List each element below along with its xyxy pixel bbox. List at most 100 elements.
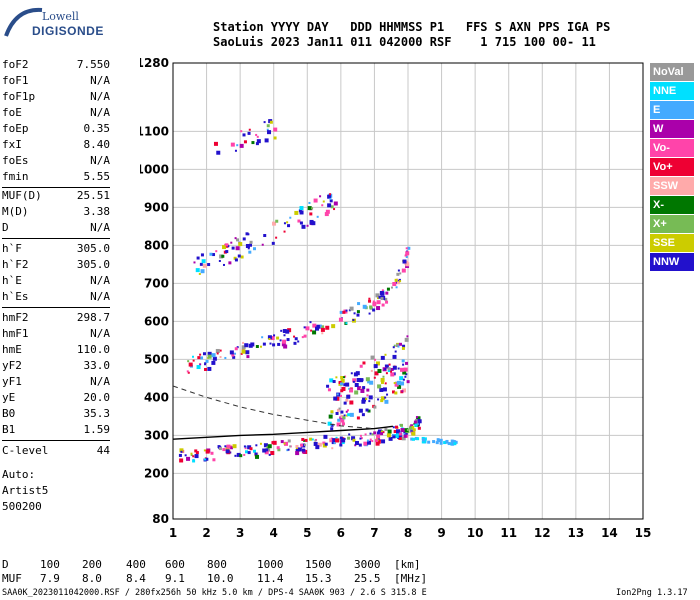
echo-point [232, 355, 236, 359]
param-name: h`Es [2, 290, 29, 303]
echo-point [369, 432, 372, 435]
echo-point [270, 451, 275, 456]
param-separator [2, 238, 110, 239]
echo-point [304, 443, 307, 446]
echo-point [333, 201, 338, 206]
echo-point [345, 410, 348, 413]
echo-point [242, 237, 246, 241]
echo-point [354, 441, 359, 446]
echo-point [398, 432, 402, 436]
echo-point [260, 345, 263, 348]
param-value: N/A [90, 106, 110, 119]
muf-distance-value: 200 [82, 558, 102, 571]
echo-point [401, 346, 405, 350]
y-tick-label: 1000 [140, 162, 169, 176]
echo-point [338, 317, 343, 322]
echo-point [273, 334, 276, 337]
echo-point [346, 409, 349, 412]
echo-point [439, 438, 443, 442]
echo-point [368, 395, 373, 400]
echo-point [250, 342, 255, 347]
muf-distance-unit: [km] [394, 558, 421, 571]
echo-point [294, 337, 298, 341]
param-name: foEs [2, 154, 29, 167]
echo-point [408, 426, 412, 430]
echo-point [261, 336, 264, 339]
echo-point [329, 199, 333, 203]
echo-point [190, 452, 193, 455]
param-row-foe: foE N/A [2, 106, 110, 121]
echo-point [380, 297, 384, 301]
echo-point [309, 321, 312, 324]
y-tick-label: 600 [144, 314, 169, 328]
echo-point [392, 346, 395, 349]
echo-point [360, 378, 364, 382]
echo-point [247, 451, 251, 455]
echo-point [327, 194, 332, 199]
echo-point [379, 290, 384, 295]
echo-point [355, 371, 360, 376]
echo-point [384, 427, 388, 431]
param-name: M(D) [2, 205, 29, 218]
legend-item-nnw: NNW [650, 253, 694, 271]
echo-point [394, 278, 398, 282]
param-name: fxI [2, 138, 22, 151]
param-value: N/A [90, 90, 110, 103]
y-tick-label: 700 [144, 276, 169, 290]
muf-frequency-value: 10.0 [207, 572, 234, 585]
echo-point [300, 443, 304, 447]
echo-point [335, 411, 339, 415]
echo-point [353, 312, 356, 315]
echo-point [265, 448, 269, 452]
echo-point [366, 394, 369, 397]
echo-point [215, 250, 218, 253]
muf-distance-value: 800 [207, 558, 227, 571]
echo-point [403, 432, 406, 435]
echo-point [295, 444, 299, 448]
echo-point [314, 439, 317, 442]
x-tick-label: 6 [337, 526, 345, 540]
echo-point [255, 133, 258, 136]
echo-point [394, 391, 398, 395]
echo-point [379, 387, 384, 392]
footer-version: Ion2Png 1.3.17 [616, 588, 688, 598]
echo-point [330, 410, 334, 414]
echo-point [226, 444, 231, 449]
echo-point [199, 262, 203, 266]
echo-point [390, 372, 395, 377]
echo-point [381, 289, 384, 292]
echo-point [202, 352, 206, 356]
param-value: 7.550 [76, 58, 110, 71]
echo-point [402, 378, 405, 381]
echo-point [345, 322, 348, 325]
echo-point [395, 286, 398, 289]
echo-point [261, 243, 264, 246]
echo-point [345, 382, 350, 387]
echo-point [330, 423, 334, 427]
echo-point [236, 144, 239, 147]
echo-point [297, 340, 300, 343]
echo-point [340, 375, 344, 379]
echo-point [227, 245, 230, 248]
echo-point [252, 449, 256, 453]
dashed-profile-curve [172, 385, 375, 430]
echo-point [358, 443, 362, 447]
x-tick-label: 14 [601, 526, 618, 540]
echo-point [380, 430, 383, 433]
echo-point [186, 370, 189, 373]
echo-point [277, 342, 281, 346]
muf-label: MUF [2, 572, 22, 585]
echo-point [387, 367, 391, 371]
echo-point [375, 361, 380, 366]
echo-point [207, 366, 212, 371]
muf-table: D MUF 100 200 400 600 800 1000 1500 3000 7.9 8.0 8… [2, 558, 427, 586]
echo-point [361, 413, 365, 417]
echo-point [280, 440, 284, 444]
echo-point [339, 443, 343, 447]
echo-point [289, 216, 292, 219]
echo-point [195, 268, 200, 273]
echo-point [275, 219, 279, 223]
echo-point [273, 136, 277, 140]
echo-point [402, 370, 407, 375]
echo-point [299, 206, 304, 211]
